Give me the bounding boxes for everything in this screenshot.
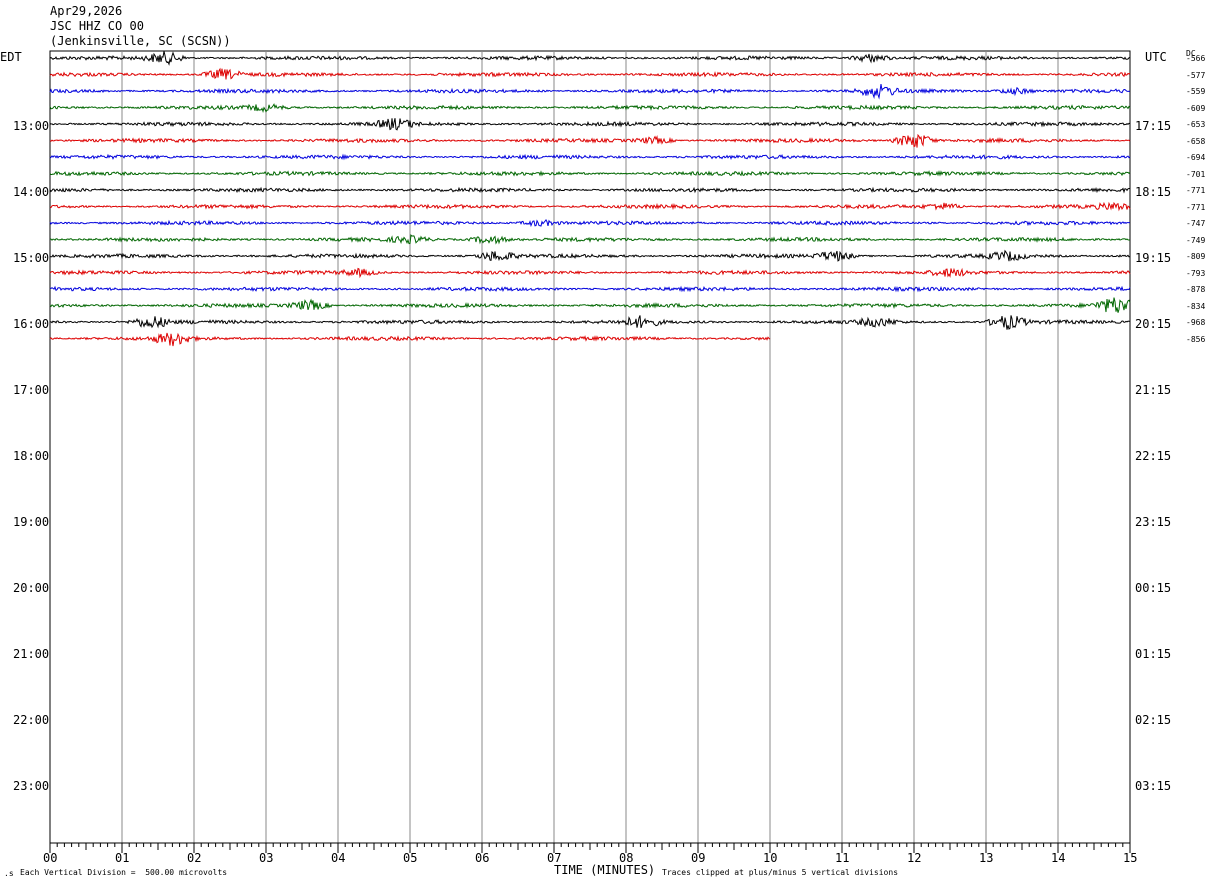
x-tick-label: 08 bbox=[619, 851, 634, 865]
x-tick-label: 15 bbox=[1123, 851, 1138, 865]
x-tick-label: 04 bbox=[331, 851, 346, 865]
edt-axis-title: EDT bbox=[0, 50, 22, 64]
scale-note: Each Vertical Division = 500.00 microvol… bbox=[20, 868, 228, 877]
utc-hour-label: 18:15 bbox=[1135, 185, 1172, 199]
dc-offset-label: -747 bbox=[1186, 219, 1206, 228]
dc-offset-label: -809 bbox=[1186, 252, 1206, 261]
utc-hour-label: 02:15 bbox=[1135, 713, 1172, 727]
edt-hour-label: 22:00 bbox=[13, 713, 50, 727]
dc-offset-label: -609 bbox=[1186, 103, 1206, 113]
dc-offset-label: -771 bbox=[1186, 186, 1206, 195]
dc-offset-label: -771 bbox=[1186, 202, 1206, 212]
seismic-trace bbox=[49, 186, 1130, 194]
seismic-trace bbox=[49, 84, 1131, 100]
clip-note: Traces clipped at plus/minus 5 vertical … bbox=[662, 868, 899, 877]
seismic-trace bbox=[49, 249, 1131, 262]
edt-hour-label: 13:00 bbox=[13, 119, 50, 133]
seismic-trace bbox=[49, 133, 1131, 148]
x-tick-label: 12 bbox=[907, 851, 922, 865]
dc-offset-label: -701 bbox=[1186, 169, 1206, 179]
utc-hour-label: 22:15 bbox=[1135, 449, 1172, 463]
edt-hour-label: 19:00 bbox=[13, 515, 50, 529]
utc-axis-title: UTC bbox=[1145, 50, 1167, 64]
dc-offset-label: -577 bbox=[1186, 70, 1206, 80]
plot-date: Apr29,2026 bbox=[50, 4, 123, 18]
x-tick-label: 03 bbox=[259, 851, 274, 865]
x-tick-label: 09 bbox=[691, 851, 706, 865]
station-code: JSC HHZ CO 00 bbox=[50, 19, 144, 33]
seismic-trace bbox=[49, 218, 1131, 228]
dc-offset-label: -834 bbox=[1186, 301, 1206, 311]
footer-mark: .s bbox=[4, 869, 14, 878]
x-tick-label: 01 bbox=[115, 851, 130, 865]
dc-offset-label: -856 bbox=[1186, 334, 1206, 344]
seismic-trace bbox=[49, 51, 1131, 66]
utc-hour-label: 00:15 bbox=[1135, 581, 1172, 595]
dc-offset-label: -749 bbox=[1186, 235, 1206, 245]
seismic-trace bbox=[49, 234, 1131, 245]
dc-offset-label: -658 bbox=[1186, 136, 1206, 146]
utc-hour-label: 20:15 bbox=[1135, 317, 1172, 331]
dc-offset-label: -878 bbox=[1186, 285, 1206, 294]
seismic-trace bbox=[49, 285, 1131, 293]
edt-hour-label: 21:00 bbox=[13, 647, 50, 661]
x-tick-label: 11 bbox=[835, 851, 850, 865]
utc-hour-label: 01:15 bbox=[1135, 647, 1172, 661]
x-tick-label: 05 bbox=[403, 851, 418, 865]
dc-offset-label: -566 bbox=[1186, 54, 1206, 63]
edt-hour-label: 15:00 bbox=[13, 251, 50, 265]
edt-hour-label: 20:00 bbox=[13, 581, 50, 595]
station-location: (Jenkinsville, SC (SCSN)) bbox=[50, 34, 231, 48]
utc-hour-label: 21:15 bbox=[1135, 383, 1172, 397]
edt-hour-label: 14:00 bbox=[13, 185, 50, 199]
utc-hour-label: 23:15 bbox=[1135, 515, 1172, 529]
seismic-trace bbox=[49, 267, 1131, 279]
edt-hour-label: 23:00 bbox=[13, 779, 50, 793]
edt-hour-label: 17:00 bbox=[13, 383, 50, 397]
x-tick-label: 10 bbox=[763, 851, 778, 865]
dc-offset-label: -653 bbox=[1186, 120, 1206, 129]
x-tick-label: 13 bbox=[979, 851, 994, 865]
edt-hour-label: 18:00 bbox=[13, 449, 50, 463]
x-tick-label: 06 bbox=[475, 851, 490, 865]
dc-offset-label: -968 bbox=[1186, 318, 1206, 327]
seismic-trace bbox=[49, 297, 1131, 313]
utc-hour-label: 03:15 bbox=[1135, 779, 1172, 793]
utc-hour-label: 19:15 bbox=[1135, 251, 1172, 265]
seismic-trace bbox=[49, 67, 1131, 80]
seismic-trace bbox=[49, 201, 1131, 212]
dc-offset-label: -559 bbox=[1186, 87, 1206, 96]
x-tick-label: 00 bbox=[43, 851, 58, 865]
dc-offset-label: -793 bbox=[1186, 268, 1206, 278]
seismic-trace bbox=[49, 103, 1131, 113]
seismic-trace bbox=[49, 315, 1131, 330]
x-tick-label: 14 bbox=[1051, 851, 1066, 865]
dc-offset-label: -694 bbox=[1186, 153, 1206, 162]
seismic-trace bbox=[49, 118, 1131, 131]
utc-hour-label: 17:15 bbox=[1135, 119, 1172, 133]
x-tick-label: 07 bbox=[547, 851, 562, 865]
seismic-trace bbox=[49, 170, 1131, 177]
seismic-trace bbox=[49, 153, 1131, 161]
x-axis-label: TIME (MINUTES) bbox=[554, 863, 656, 877]
seismic-trace bbox=[49, 332, 771, 347]
dc-title: DC bbox=[1186, 49, 1196, 58]
x-tick-label: 02 bbox=[187, 851, 202, 865]
edt-hour-label: 16:00 bbox=[13, 317, 50, 331]
plot-frame bbox=[49, 50, 1131, 844]
